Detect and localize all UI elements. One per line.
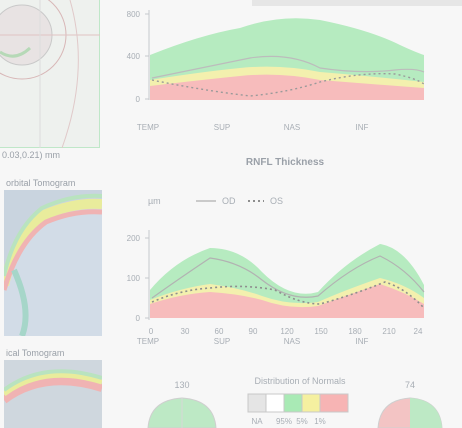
distribution-swatch-1 [301,393,321,413]
rnfl-xtick-30: 30 [181,327,190,336]
optic-disc-graphic [0,0,100,148]
rnfl-xtick-60: 60 [215,327,224,336]
orbital-tomogram-image [4,190,102,336]
legend-od-label: OD [222,196,236,206]
bottom-summary: 130 74 Distribution of Normals NA 95% 5%… [147,376,443,428]
rnfl-unit-label: µm [148,196,161,206]
tsnit-section-nas: NAS [284,123,300,132]
rnfl-line-os [151,281,425,309]
rnfl-xtick-180: 180 [348,327,362,336]
rnfl-ytick-100: 100 [127,274,141,283]
distribution-swatch-5 [283,393,303,413]
tsnit-line-od [151,55,425,79]
rnfl-xtick-210: 210 [382,327,396,336]
rnfl-xtick-240: 24 [414,327,423,336]
distribution-label-1: 1% [314,417,326,426]
tsnit-line-os [151,73,425,97]
rnfl-ytick-200: 200 [127,234,141,243]
rnfl-chart-title: RNFL Thickness [246,157,325,168]
scan-coordinates-caption: 0.03,0.21) mm [2,150,61,160]
tsnit-ytick-800: 800 [127,10,141,19]
rnfl-ytick-0: 0 [136,314,141,323]
orbital-tomogram-title: orbital Tomogram [6,178,76,188]
rnfl-section-nas: NAS [284,337,300,346]
circular-tomogram-title: ical Tomogram [6,348,65,358]
rnfl-section-sup: SUP [214,337,230,346]
tsnit-normal-band-red [150,74,424,100]
legend-os-label: OS [270,196,283,206]
tsnit-section-temp: TEMP [137,123,159,132]
rnfl-line-od [151,255,425,299]
rnfl-xtick-150: 150 [314,327,328,336]
circular-tomogram-image [4,360,102,428]
od-average-number: 130 [174,380,189,390]
distribution-swatch-below-1 [319,393,349,413]
tsnit-chart: 800 400 0 TEMP SUP NAS INF [127,10,425,132]
distribution-label-na: NA [251,417,263,426]
tsnit-ytick-0: 0 [136,95,141,104]
header-strip [252,0,462,6]
optic-disc-image [0,0,100,148]
distribution-label-95: 95% [276,417,292,426]
rnfl-chart: RNFL Thickness µm OD OS 200 100 0 0 30 6… [127,157,425,346]
distribution-swatch-95 [265,393,285,413]
distribution-title: Distribution of Normals [254,376,346,386]
rnfl-section-inf: INF [356,337,369,346]
circular-tomogram-graphic [4,369,102,404]
orbital-tomogram-graphic [4,193,102,336]
distribution-swatch-na [247,393,267,413]
rnfl-xtick-120: 120 [280,327,294,336]
tsnit-section-inf: INF [356,123,369,132]
tsnit-ytick-400: 400 [127,52,141,61]
rnfl-section-temp: TEMP [137,337,159,346]
tsnit-section-sup: SUP [214,123,230,132]
rnfl-xtick-0: 0 [149,327,154,336]
rnfl-xtick-90: 90 [249,327,258,336]
os-quadrant-green [410,398,442,428]
os-average-number: 74 [405,380,415,390]
distribution-label-5: 5% [296,417,308,426]
